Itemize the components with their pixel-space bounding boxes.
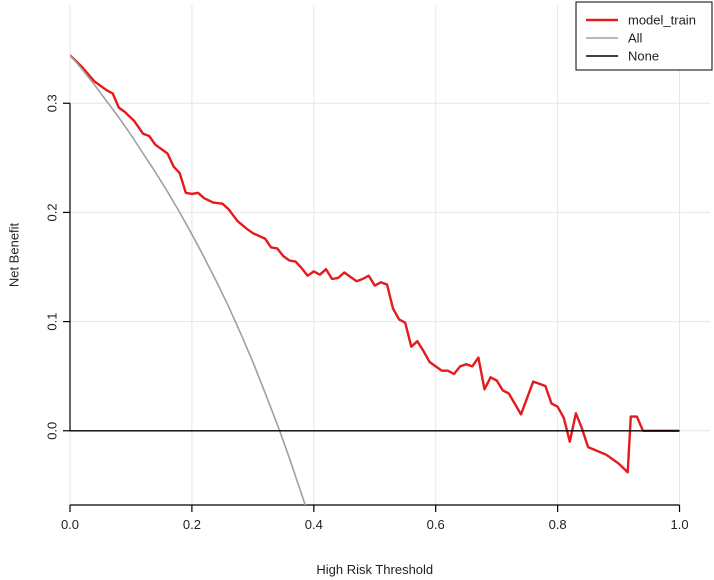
y-tick-label: 0.2 xyxy=(45,203,60,221)
legend-box xyxy=(575,1,713,71)
legend: model_train All None xyxy=(575,1,713,71)
y-tick-label: 0.3 xyxy=(45,94,60,112)
legend-label: All xyxy=(628,31,643,46)
x-tick-label: 0.4 xyxy=(305,517,323,532)
series-line-model-train xyxy=(70,54,680,474)
grid xyxy=(69,5,710,505)
x-axis-title: High Risk Threshold xyxy=(316,562,433,577)
labels: 0.0 0.2 0.4 0.6 0.8 1.0 0.0 0.1 0.2 0.3 High Risk … xyxy=(7,94,689,577)
x-tick-label: 0.8 xyxy=(549,517,567,532)
series xyxy=(70,54,680,505)
x-tick-label: 0.6 xyxy=(427,517,445,532)
axes xyxy=(63,102,681,512)
y-tick-label: 0.1 xyxy=(45,313,60,331)
legend-label: None xyxy=(628,49,659,64)
x-tick-label: 0.2 xyxy=(183,517,201,532)
x-tick-label: 1.0 xyxy=(670,517,688,532)
series-line-all xyxy=(70,54,307,505)
legend-label: model_train xyxy=(628,13,696,28)
x-tick-label: 0.0 xyxy=(61,517,79,532)
y-axis-title: Net Benefit xyxy=(7,222,22,287)
y-tick-label: 0.0 xyxy=(45,422,60,440)
